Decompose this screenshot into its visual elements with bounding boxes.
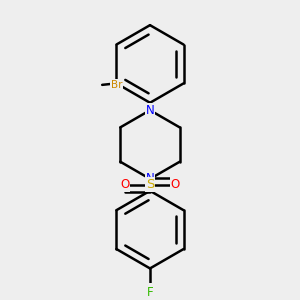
Text: O: O: [171, 178, 180, 191]
Text: N: N: [146, 104, 154, 117]
Text: N: N: [146, 172, 154, 185]
Text: O: O: [120, 178, 129, 191]
Text: Br: Br: [111, 80, 122, 90]
Text: S: S: [146, 178, 154, 191]
Text: F: F: [147, 286, 153, 299]
